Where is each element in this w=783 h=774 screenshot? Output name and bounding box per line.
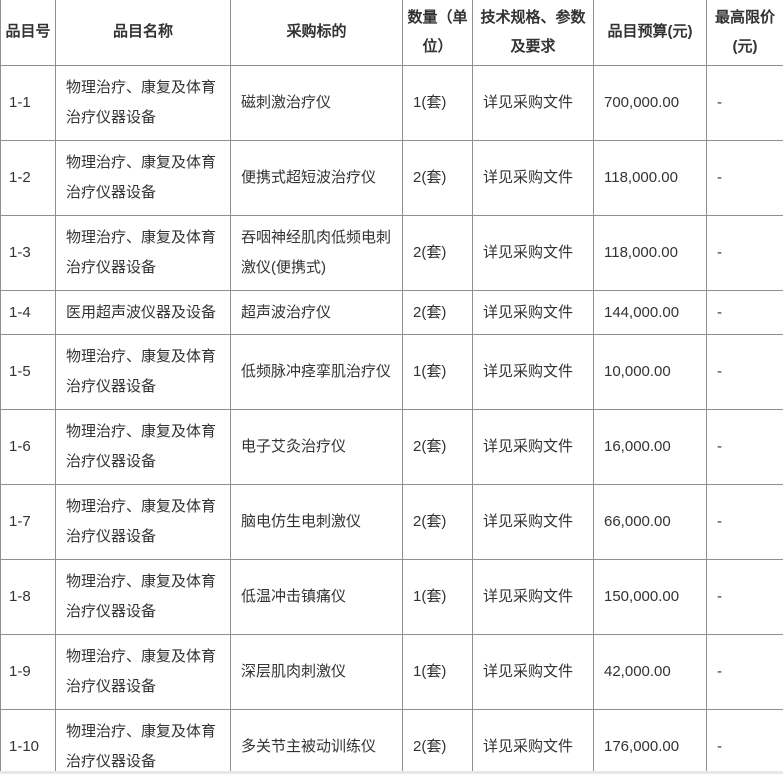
- cell-spec: 详见采购文件: [472, 709, 594, 774]
- cell-target: 低温冲击镇痛仪: [230, 559, 403, 635]
- cell-budget: 176,000.00: [593, 709, 707, 774]
- cell-spec: 详见采购文件: [472, 409, 594, 485]
- cell-target: 超声波治疗仪: [230, 290, 403, 335]
- cell-target: 深层肌肉刺激仪: [230, 634, 403, 710]
- cell-item-name: 物理治疗、康复及体育治疗仪器设备: [55, 559, 231, 635]
- cell-item-name: 物理治疗、康复及体育治疗仪器设备: [55, 409, 231, 485]
- cell-budget: 66,000.00: [593, 484, 707, 560]
- cell-budget: 118,000.00: [593, 140, 707, 216]
- cell-cap: -: [706, 65, 783, 141]
- cell-budget: 10,000.00: [593, 334, 707, 410]
- column-header-budget: 品目预算(元): [593, 0, 707, 66]
- cell-quantity: 1(套): [402, 334, 473, 410]
- cell-budget: 42,000.00: [593, 634, 707, 710]
- cell-item-name: 物理治疗、康复及体育治疗仪器设备: [55, 215, 231, 291]
- table-header-row: 品目号 品目名称 采购标的 数量（单位） 技术规格、参数及要求 品目预算(元) …: [0, 0, 783, 66]
- cell-target: 磁刺激治疗仪: [230, 65, 403, 141]
- cell-item-name: 物理治疗、康复及体育治疗仪器设备: [55, 709, 231, 774]
- table-body: 1-1 物理治疗、康复及体育治疗仪器设备 磁刺激治疗仪 1(套) 详见采购文件 …: [0, 65, 783, 774]
- cell-item-name: 物理治疗、康复及体育治疗仪器设备: [55, 65, 231, 141]
- cell-item-name: 物理治疗、康复及体育治疗仪器设备: [55, 634, 231, 710]
- cell-target: 便携式超短波治疗仪: [230, 140, 403, 216]
- cell-quantity: 2(套): [402, 140, 473, 216]
- cell-spec: 详见采购文件: [472, 634, 594, 710]
- cell-spec: 详见采购文件: [472, 334, 594, 410]
- cell-item-name: 物理治疗、康复及体育治疗仪器设备: [55, 140, 231, 216]
- table-row: 1-6 物理治疗、康复及体育治疗仪器设备 电子艾灸治疗仪 2(套) 详见采购文件…: [0, 409, 783, 485]
- cell-cap: -: [706, 559, 783, 635]
- table-row: 1-3 物理治疗、康复及体育治疗仪器设备 吞咽神经肌肉低频电刺激仪(便携式) 2…: [0, 215, 783, 291]
- cell-spec: 详见采购文件: [472, 215, 594, 291]
- cell-budget: 16,000.00: [593, 409, 707, 485]
- cell-item-no: 1-10: [0, 709, 56, 774]
- table-row: 1-10 物理治疗、康复及体育治疗仪器设备 多关节主被动训练仪 2(套) 详见采…: [0, 709, 783, 774]
- cell-quantity: 1(套): [402, 634, 473, 710]
- column-header-quantity: 数量（单位）: [402, 0, 473, 66]
- cell-item-no: 1-7: [0, 484, 56, 560]
- cell-target: 多关节主被动训练仪: [230, 709, 403, 774]
- cell-spec: 详见采购文件: [472, 290, 594, 335]
- cell-cap: -: [706, 290, 783, 335]
- cell-quantity: 1(套): [402, 65, 473, 141]
- table-row: 1-4 医用超声波仪器及设备 超声波治疗仪 2(套) 详见采购文件 144,00…: [0, 290, 783, 335]
- page-bottom-strip: [0, 771, 783, 774]
- column-header-spec: 技术规格、参数及要求: [472, 0, 594, 66]
- table-row: 1-5 物理治疗、康复及体育治疗仪器设备 低频脉冲痉挛肌治疗仪 1(套) 详见采…: [0, 334, 783, 410]
- cell-budget: 144,000.00: [593, 290, 707, 335]
- cell-cap: -: [706, 334, 783, 410]
- cell-spec: 详见采购文件: [472, 140, 594, 216]
- cell-cap: -: [706, 140, 783, 216]
- cell-item-name: 医用超声波仪器及设备: [55, 290, 231, 335]
- cell-target: 低频脉冲痉挛肌治疗仪: [230, 334, 403, 410]
- cell-budget: 118,000.00: [593, 215, 707, 291]
- cell-item-no: 1-9: [0, 634, 56, 710]
- cell-quantity: 2(套): [402, 484, 473, 560]
- cell-quantity: 2(套): [402, 409, 473, 485]
- cell-item-no: 1-8: [0, 559, 56, 635]
- cell-item-no: 1-1: [0, 65, 56, 141]
- cell-item-no: 1-5: [0, 334, 56, 410]
- cell-budget: 150,000.00: [593, 559, 707, 635]
- cell-item-no: 1-4: [0, 290, 56, 335]
- cell-item-no: 1-6: [0, 409, 56, 485]
- cell-spec: 详见采购文件: [472, 65, 594, 141]
- cell-spec: 详见采购文件: [472, 559, 594, 635]
- cell-item-no: 1-2: [0, 140, 56, 216]
- cell-cap: -: [706, 484, 783, 560]
- cell-cap: -: [706, 634, 783, 710]
- column-header-target: 采购标的: [230, 0, 403, 66]
- cell-item-no: 1-3: [0, 215, 56, 291]
- cell-cap: -: [706, 409, 783, 485]
- cell-quantity: 2(套): [402, 290, 473, 335]
- cell-budget: 700,000.00: [593, 65, 707, 141]
- column-header-item-no: 品目号: [0, 0, 56, 66]
- cell-spec: 详见采购文件: [472, 484, 594, 560]
- column-header-cap: 最高限价(元): [706, 0, 783, 66]
- cell-item-name: 物理治疗、康复及体育治疗仪器设备: [55, 484, 231, 560]
- cell-target: 电子艾灸治疗仪: [230, 409, 403, 485]
- table-row: 1-7 物理治疗、康复及体育治疗仪器设备 脑电仿生电刺激仪 2(套) 详见采购文…: [0, 484, 783, 560]
- cell-target: 吞咽神经肌肉低频电刺激仪(便携式): [230, 215, 403, 291]
- cell-target: 脑电仿生电刺激仪: [230, 484, 403, 560]
- cell-cap: -: [706, 215, 783, 291]
- cell-item-name: 物理治疗、康复及体育治疗仪器设备: [55, 334, 231, 410]
- table-row: 1-2 物理治疗、康复及体育治疗仪器设备 便携式超短波治疗仪 2(套) 详见采购…: [0, 140, 783, 216]
- table-row: 1-9 物理治疗、康复及体育治疗仪器设备 深层肌肉刺激仪 1(套) 详见采购文件…: [0, 634, 783, 710]
- table-row: 1-1 物理治疗、康复及体育治疗仪器设备 磁刺激治疗仪 1(套) 详见采购文件 …: [0, 65, 783, 141]
- cell-quantity: 1(套): [402, 559, 473, 635]
- column-header-item-name: 品目名称: [55, 0, 231, 66]
- table-row: 1-8 物理治疗、康复及体育治疗仪器设备 低温冲击镇痛仪 1(套) 详见采购文件…: [0, 559, 783, 635]
- cell-cap: -: [706, 709, 783, 774]
- cell-quantity: 2(套): [402, 709, 473, 774]
- cell-quantity: 2(套): [402, 215, 473, 291]
